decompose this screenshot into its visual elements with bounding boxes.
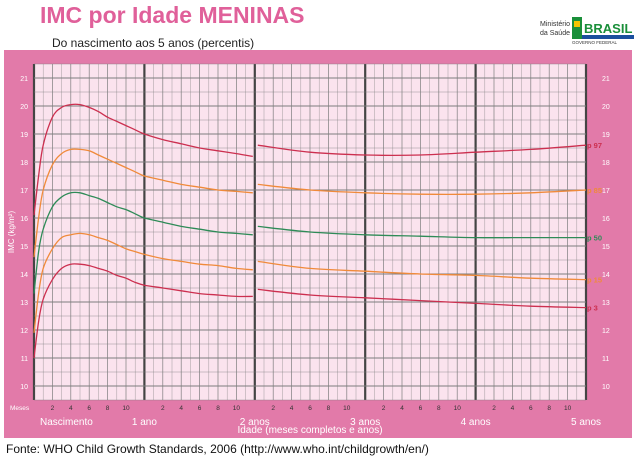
x-minor-tick-label: 8 <box>327 405 331 412</box>
x-minor-tick-label: 4 <box>511 405 515 412</box>
y-tick-label-right: 12 <box>602 328 610 335</box>
y-tick-label-left: 17 <box>20 188 28 195</box>
x-minor-tick-label: 10 <box>454 405 462 412</box>
x-axis-title: Idade (meses completos e anos) <box>237 425 382 436</box>
x-minor-tick-label: 2 <box>492 405 496 412</box>
x-minor-tick-label: 4 <box>290 405 294 412</box>
page-subtitle: Do nascimento aos 5 anos (percentis) <box>52 36 255 50</box>
x-minor-tick-label: 8 <box>106 405 110 412</box>
ministry-label: Ministério da Saúde <box>530 20 570 38</box>
y-tick-label-right: 16 <box>602 216 610 223</box>
y-tick-label-left: 10 <box>20 384 28 391</box>
x-major-tick-label: 4 anos <box>461 417 491 428</box>
series-line-p50 <box>33 191 253 294</box>
y-tick-label-left: 19 <box>20 132 28 139</box>
y-tick-label-right: 17 <box>602 188 610 195</box>
x-minor-tick-label: 10 <box>343 405 351 412</box>
x-minor-tick-label: 10 <box>122 405 130 412</box>
page-title: IMC por Idade MENINAS <box>40 2 305 28</box>
series-label-p3: p 3 <box>587 304 598 313</box>
x-minor-tick-label: 6 <box>529 405 533 412</box>
y-tick-label-left: 13 <box>20 300 28 307</box>
x-major-tick-label: 3 anos <box>350 417 380 428</box>
y-tick-label-right: 19 <box>602 132 610 139</box>
x-minor-tick-label: 2 <box>51 405 55 412</box>
x-minor-tick-label: 2 <box>382 405 386 412</box>
y-axis-title: IMC (kg/m²) <box>7 211 16 254</box>
y-tick-label-left: 11 <box>21 356 28 363</box>
x-minor-tick-label: 8 <box>547 405 551 412</box>
x-minor-tick-label: 10 <box>564 405 572 412</box>
y-tick-label-left: 12 <box>20 328 28 335</box>
y-tick-label-left: 20 <box>20 104 28 111</box>
series-line-p97 <box>257 144 587 157</box>
x-minor-tick-label: 8 <box>437 405 441 412</box>
y-tick-label-right: 14 <box>602 272 610 279</box>
y-tick-label-left: 18 <box>20 160 28 167</box>
series-p15 <box>33 232 587 333</box>
y-tick-label-right: 20 <box>602 104 610 111</box>
x-minor-tick-label: 6 <box>87 405 91 412</box>
x-major-tick-label: 5 anos <box>571 417 601 428</box>
x-minor-tick-label: 2 <box>271 405 275 412</box>
gov-logo-text: BRASIL <box>584 21 632 36</box>
y-tick-label-right: 11 <box>602 356 609 363</box>
y-tick-label-left: 15 <box>20 244 28 251</box>
grid-lines <box>32 63 588 401</box>
x-major-tick-label: 2 anos <box>240 417 270 428</box>
x-minor-tick-label: 6 <box>198 405 202 412</box>
series-line-p85 <box>33 148 253 258</box>
x-major-tick-label: 1 ano <box>132 417 157 428</box>
x-minor-tick-label: 4 <box>69 405 73 412</box>
series-line-p15 <box>257 260 587 281</box>
x-minor-tick-label: 4 <box>179 405 183 412</box>
x-unit-label: Meses <box>10 405 30 412</box>
series-p50 <box>33 191 586 294</box>
y-tick-label-right: 15 <box>602 244 610 251</box>
series-label-p15: p 15 <box>587 276 602 285</box>
series-label-p50: p 50 <box>587 234 602 243</box>
series-label-p97: p 97 <box>587 141 602 150</box>
x-major-tick-label: Nascimento <box>40 417 93 428</box>
x-minor-tick-label: 2 <box>161 405 165 412</box>
x-minor-tick-label: 8 <box>216 405 220 412</box>
y-tick-label-left: 14 <box>20 272 28 279</box>
x-minor-tick-label: 6 <box>419 405 423 412</box>
x-minor-tick-label: 4 <box>400 405 404 412</box>
y-tick-label-left: 21 <box>20 76 28 83</box>
government-logo: BRASIL <box>572 17 634 39</box>
x-minor-tick-label: 10 <box>233 405 241 412</box>
y-tick-label-left: 16 <box>20 216 28 223</box>
y-tick-label-right: 13 <box>602 300 610 307</box>
series-p97 <box>33 103 587 216</box>
series-line-p85 <box>257 183 587 196</box>
gov-logo-subtext: GOVERNO FEDERAL <box>572 40 618 45</box>
bmi-chart: 10 10 11 11 12 12 13 13 14 14 15 15 16 16 17 17 18 18 19 19… <box>4 50 632 438</box>
y-tick-label-right: 21 <box>602 76 610 83</box>
series-label-p85: p 85 <box>587 186 602 195</box>
series-line-p97 <box>33 103 253 216</box>
y-tick-label-right: 10 <box>602 384 610 391</box>
series-line-p50 <box>257 225 586 239</box>
x-minor-tick-label: 6 <box>308 405 312 412</box>
series-p85 <box>33 148 587 258</box>
series-line-p3 <box>33 263 253 359</box>
series-line-p3 <box>257 288 587 309</box>
source-footnote: Fonte: WHO Child Growth Standards, 2006 … <box>6 442 429 456</box>
series-p3 <box>33 263 587 359</box>
ministry-text: Ministério da Saúde <box>540 21 570 37</box>
series-line-p15 <box>33 232 253 333</box>
y-tick-label-right: 18 <box>602 160 610 167</box>
